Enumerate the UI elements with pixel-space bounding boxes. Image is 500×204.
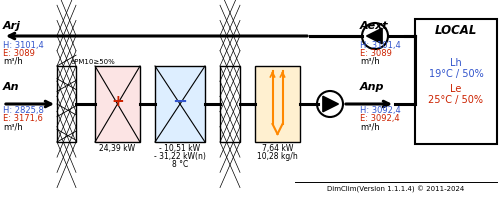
Circle shape (362, 23, 388, 49)
Text: Le: Le (450, 84, 462, 94)
Text: H: 2825,8: H: 2825,8 (3, 106, 44, 115)
Text: E: 3089: E: 3089 (3, 49, 35, 58)
Text: Aext: Aext (360, 21, 388, 31)
Text: E: 3092,4: E: 3092,4 (360, 114, 400, 123)
Bar (95, 66, 140, 142)
Bar (255, 66, 300, 142)
Text: H: 3101,4: H: 3101,4 (3, 41, 44, 50)
Bar (415, 19, 497, 144)
Text: H: 3101,4: H: 3101,4 (360, 41, 401, 50)
Text: LOCAL: LOCAL (435, 24, 477, 37)
Polygon shape (323, 96, 338, 112)
Bar (220, 66, 240, 142)
Text: - 31,22 kW(n): - 31,22 kW(n) (154, 152, 206, 161)
Text: 24,39 kW: 24,39 kW (100, 144, 136, 153)
Bar (155, 66, 205, 142)
Text: +: + (111, 94, 124, 110)
Bar (57, 66, 76, 142)
Text: m³/h: m³/h (3, 57, 23, 66)
Text: DimClim(Version 1.1.1.4) © 2011-2024: DimClim(Version 1.1.1.4) © 2011-2024 (328, 186, 464, 193)
Polygon shape (366, 28, 382, 44)
Text: Lh: Lh (450, 59, 462, 69)
Text: 7,64 kW: 7,64 kW (262, 144, 293, 153)
Text: 19°C / 50%: 19°C / 50% (428, 69, 484, 79)
Text: - 10,51 kW: - 10,51 kW (160, 144, 200, 153)
Text: Arj: Arj (3, 21, 21, 31)
Text: −: − (172, 93, 188, 111)
Text: 25°C / 50%: 25°C / 50% (428, 94, 484, 104)
Text: 10,28 kg/h: 10,28 kg/h (257, 152, 298, 161)
Text: Anp: Anp (360, 82, 384, 92)
Text: H: 3092,4: H: 3092,4 (360, 106, 401, 115)
Circle shape (317, 91, 343, 117)
Text: ePM10≥50%: ePM10≥50% (71, 59, 116, 65)
Text: E: 3089: E: 3089 (360, 49, 392, 58)
Text: 8 °C: 8 °C (172, 160, 188, 169)
Text: An: An (3, 82, 20, 92)
Text: m³/h: m³/h (3, 122, 23, 131)
Text: m³/h: m³/h (360, 122, 380, 131)
Text: m³/h: m³/h (360, 57, 380, 66)
Text: E: 3171,6: E: 3171,6 (3, 114, 43, 123)
